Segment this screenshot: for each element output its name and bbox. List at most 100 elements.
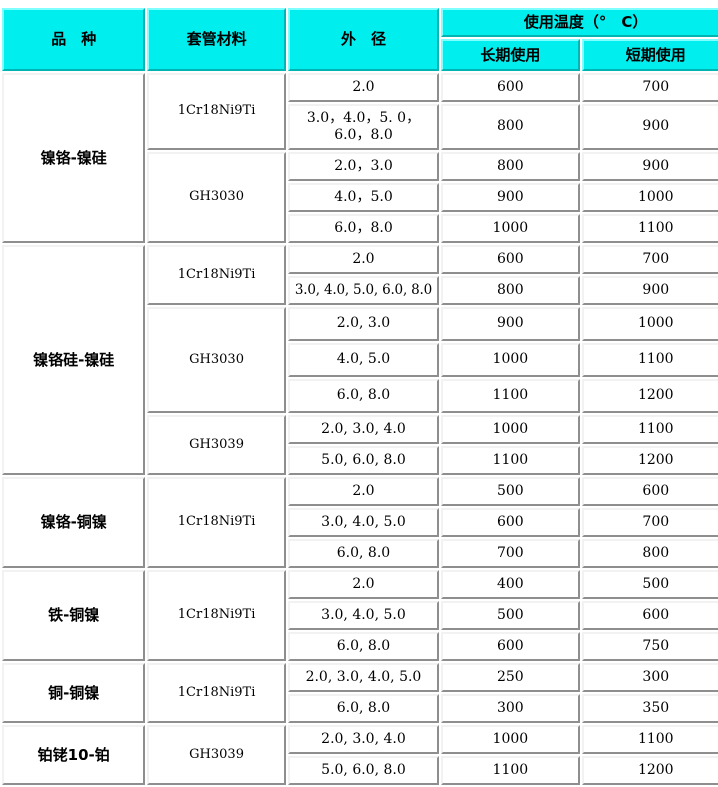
cell-short-term-temp: 1000 xyxy=(581,183,718,212)
cell-material: 1Cr18Ni9Ti xyxy=(147,477,286,568)
table-row: 3.0, 4.0, 5.0, 6.0, 8.0 800 900 xyxy=(2,276,718,305)
header-short-term: 短期使用 xyxy=(581,39,718,71)
cell-material: GH3039 xyxy=(147,725,286,785)
cell-diameter: 2.0, 3.0 xyxy=(287,307,440,341)
cell-long-term-temp: 600 xyxy=(441,632,580,661)
cell-kind: 铜-铜镍 xyxy=(2,663,146,723)
thermocouple-spec-table: 品 种 套管材料 外 径 使用温度（° C） 长期使用 短期使用 镍铬-镍硅 1C… xyxy=(0,6,718,787)
cell-short-term-temp: 350 xyxy=(581,694,718,723)
header-temperature: 使用温度（° C） xyxy=(441,8,718,37)
cell-short-term-temp: 1200 xyxy=(581,379,718,413)
table-row: 铁-铜镍 1Cr18Ni9Ti 2.0 400 500 xyxy=(2,570,718,661)
cell-long-term-temp: 300 xyxy=(441,694,580,723)
cell-short-term-temp: 900 xyxy=(581,276,718,305)
cell-long-term-temp: 400 xyxy=(441,570,580,599)
cell-diameter: 2.0 xyxy=(287,477,440,506)
cell-long-term-temp: 1000 xyxy=(441,343,580,377)
cell-short-term-temp: 600 xyxy=(581,477,718,506)
cell-short-term-temp: 700 xyxy=(581,73,718,102)
table-header: 品 种 套管材料 外 径 使用温度（° C） 长期使用 短期使用 xyxy=(2,8,718,71)
cell-long-term-temp: 500 xyxy=(441,601,580,630)
cell-diameter: 3.0, 4.0, 5.0 xyxy=(287,508,440,537)
cell-short-term-temp: 300 xyxy=(581,663,718,692)
cell-kind: 铁-铜镍 xyxy=(2,570,146,661)
cell-long-term-temp: 1000 xyxy=(441,725,580,754)
cell-diameter: 3.0, 4.0, 5.0 xyxy=(287,601,440,630)
cell-short-term-temp: 1100 xyxy=(581,343,718,377)
cell-diameter: 3.0，4.0，5. 0，6.0，8.0 xyxy=(287,104,440,150)
cell-short-term-temp: 600 xyxy=(581,601,718,630)
table-row: 铜-铜镍 1Cr18Ni9Ti 2.0, 3.0, 4.0, 5.0 250 300 xyxy=(2,663,718,723)
cell-material: 1Cr18Ni9Ti xyxy=(147,73,286,150)
table-row: 4.0, 5.0 1000 1100 xyxy=(2,343,718,377)
cell-short-term-temp: 900 xyxy=(581,152,718,181)
table-row: 3.0, 4.0, 5.0 500 600 xyxy=(2,601,718,630)
cell-material: 1Cr18Ni9Ti xyxy=(147,663,286,723)
cell-material: 1Cr18Ni9Ti xyxy=(147,245,286,305)
table-row: 镍铬-铜镍 1Cr18Ni9Ti 2.0 500 600 xyxy=(2,477,718,568)
table-row: 3.0, 4.0, 5.0 600 700 xyxy=(2,508,718,537)
cell-long-term-temp: 1100 xyxy=(441,379,580,413)
table-row: 5.0, 6.0, 8.0 1100 1200 xyxy=(2,446,718,475)
cell-diameter: 2.0，3.0 xyxy=(287,152,440,181)
cell-diameter: 5.0, 6.0, 8.0 xyxy=(287,446,440,475)
cell-diameter: 4.0，5.0 xyxy=(287,183,440,212)
cell-short-term-temp: 700 xyxy=(581,245,718,274)
table-body: 镍铬-镍硅 1Cr18Ni9Ti 2.0 600 700 3.0，4.0，5. 0，6.0… xyxy=(2,73,718,785)
cell-long-term-temp: 800 xyxy=(441,276,580,305)
table-row: 3.0，4.0，5. 0，6.0，8.0 800 900 xyxy=(2,104,718,150)
table-row: 6.0, 8.0 700 800 xyxy=(2,539,718,568)
header-material: 套管材料 xyxy=(147,8,286,71)
cell-diameter: 6.0, 8.0 xyxy=(287,379,440,413)
table-row: 6.0, 8.0 1100 1200 xyxy=(2,379,718,413)
cell-kind: 镍铬-镍硅 xyxy=(2,73,146,243)
cell-kind: 镍铬-铜镍 xyxy=(2,477,146,568)
cell-long-term-temp: 250 xyxy=(441,663,580,692)
cell-diameter: 6.0, 8.0 xyxy=(287,694,440,723)
cell-material: GH3030 xyxy=(147,307,286,413)
cell-long-term-temp: 500 xyxy=(441,477,580,506)
cell-diameter: 2.0, 3.0, 4.0 xyxy=(287,725,440,754)
cell-diameter: 2.0, 3.0, 4.0 xyxy=(287,415,440,444)
cell-kind: 镍铬硅-镍硅 xyxy=(2,245,146,475)
cell-short-term-temp: 1200 xyxy=(581,756,718,785)
table-row: 铂铑10-铂 GH3039 2.0, 3.0, 4.0 1000 1100 xyxy=(2,725,718,785)
cell-long-term-temp: 900 xyxy=(441,307,580,341)
header-row-primary: 品 种 套管材料 外 径 使用温度（° C） xyxy=(2,8,718,71)
table-row: GH3030 2.0，3.0 800 900 xyxy=(2,152,718,243)
cell-diameter: 6.0, 8.0 xyxy=(287,539,440,568)
cell-material: GH3039 xyxy=(147,415,286,475)
cell-long-term-temp: 600 xyxy=(441,508,580,537)
cell-long-term-temp: 1100 xyxy=(441,446,580,475)
header-kind: 品 种 xyxy=(2,8,146,71)
cell-long-term-temp: 1000 xyxy=(441,415,580,444)
table-row: 6.0, 8.0 600 750 xyxy=(2,632,718,661)
cell-diameter: 6.0, 8.0 xyxy=(287,632,440,661)
clipped-caption-text: 。、 。 、 ， 。 ，、 ， ， 。 ， xyxy=(0,0,718,3)
cell-short-term-temp: 1200 xyxy=(581,446,718,475)
table-row: 4.0，5.0 900 1000 xyxy=(2,183,718,212)
cell-diameter: 2.0, 3.0, 4.0, 5.0 xyxy=(287,663,440,692)
cell-short-term-temp: 1100 xyxy=(581,725,718,754)
cell-diameter: 5.0, 6.0, 8.0 xyxy=(287,756,440,785)
cell-short-term-temp: 1100 xyxy=(581,214,718,243)
table-row: 镍铬硅-镍硅 1Cr18Ni9Ti 2.0 600 700 xyxy=(2,245,718,475)
cell-long-term-temp: 800 xyxy=(441,152,580,181)
cell-diameter: 4.0, 5.0 xyxy=(287,343,440,377)
cell-long-term-temp: 1100 xyxy=(441,756,580,785)
table-row: GH3039 2.0, 3.0, 4.0 1000 1100 xyxy=(2,415,718,475)
table-row: 6.0, 8.0 300 350 xyxy=(2,694,718,723)
cell-short-term-temp: 800 xyxy=(581,539,718,568)
cell-long-term-temp: 800 xyxy=(441,104,580,150)
header-long-term: 长期使用 xyxy=(441,39,580,71)
header-row-secondary: 长期使用 短期使用 xyxy=(2,39,718,71)
cell-short-term-temp: 750 xyxy=(581,632,718,661)
cell-short-term-temp: 900 xyxy=(581,104,718,150)
cell-diameter: 2.0 xyxy=(287,245,440,274)
table-row: 镍铬-镍硅 1Cr18Ni9Ti 2.0 600 700 xyxy=(2,73,718,243)
cell-diameter: 3.0, 4.0, 5.0, 6.0, 8.0 xyxy=(287,276,440,305)
cell-short-term-temp: 700 xyxy=(581,508,718,537)
header-diameter: 外 径 xyxy=(287,8,440,71)
table-row: GH3030 2.0, 3.0 900 1000 xyxy=(2,307,718,413)
